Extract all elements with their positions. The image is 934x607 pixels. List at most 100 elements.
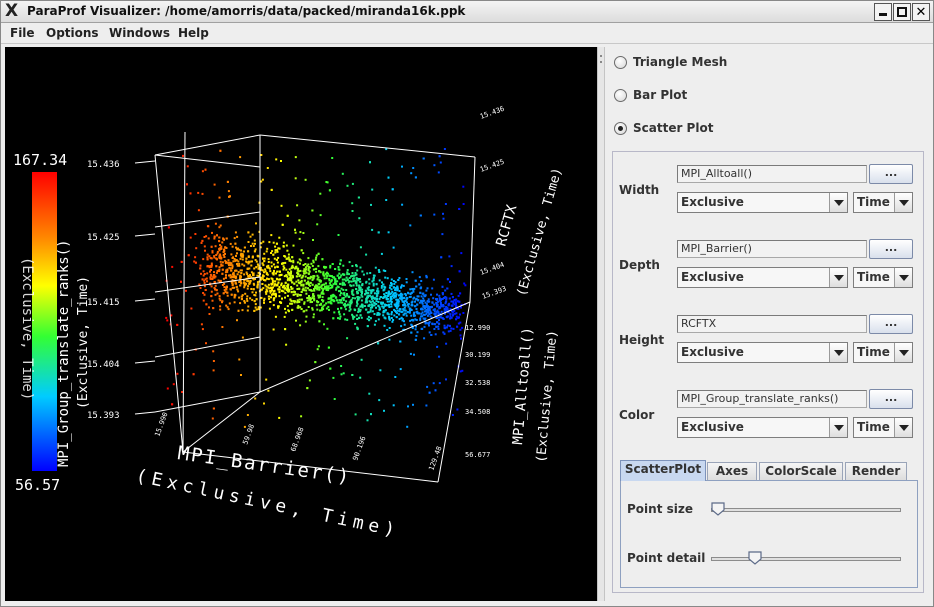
radio-scatter-plot[interactable]: Scatter Plot (614, 121, 713, 135)
scatter-point (458, 208, 461, 210)
title-bar[interactable]: X ParaProf Visualizer: /home/amorris/dat… (1, 1, 933, 23)
x-logo-icon[interactable]: X (5, 1, 19, 21)
depth-browse-button[interactable]: ... (869, 239, 913, 259)
scatter-point (348, 273, 350, 276)
menu-help[interactable]: Help (178, 26, 209, 40)
plot-canvas[interactable]: 167.34 56.57 MPI_Group_translate_ranks()… (5, 47, 597, 601)
scatter-point (388, 317, 391, 320)
point-detail-slider-thumb[interactable] (748, 551, 762, 565)
point-size-slider[interactable] (711, 508, 901, 512)
scatter-point (347, 303, 349, 306)
width-browse-button[interactable]: ... (869, 164, 913, 184)
chevron-down-icon[interactable] (894, 268, 912, 287)
menu-options[interactable]: Options (46, 26, 99, 40)
scatter-point (266, 247, 269, 250)
scatter-point (307, 287, 309, 290)
chevron-down-icon[interactable] (829, 193, 847, 212)
scatter-point (359, 286, 362, 289)
scatter-point (217, 269, 220, 272)
scatter-point (234, 242, 237, 245)
chevron-down-icon[interactable] (894, 343, 912, 362)
depth-unit-select[interactable]: Time (853, 267, 913, 288)
scatter-point (209, 277, 212, 280)
width-axis-title: MPI_Alltoall() (510, 326, 536, 445)
chevron-down-icon[interactable] (894, 193, 912, 212)
scatter-point (290, 270, 293, 273)
scatter-point (234, 259, 237, 262)
scatter-point (402, 304, 405, 307)
scatter-point (231, 264, 234, 267)
scatter-point (250, 271, 253, 274)
width-function-field[interactable]: MPI_Alltoall() (677, 165, 867, 183)
color-browse-button[interactable]: ... (869, 389, 913, 409)
scatter-point (365, 253, 368, 256)
chevron-down-icon[interactable] (829, 418, 847, 437)
depth-metric-select[interactable]: Exclusive (677, 267, 848, 288)
scatter-point (272, 273, 275, 276)
scatter-point (296, 288, 299, 290)
width-unit-select[interactable]: Time (853, 192, 913, 213)
menu-windows[interactable]: Windows (109, 26, 170, 40)
height-unit-select[interactable]: Time (853, 342, 913, 363)
tab-axes[interactable]: Axes (707, 462, 757, 480)
radio-triangle-mesh[interactable]: Triangle Mesh (614, 55, 727, 69)
scatter-point (368, 282, 371, 285)
maximize-button[interactable] (893, 3, 911, 21)
scatter-point (356, 301, 358, 304)
scatter-point (315, 267, 318, 270)
scatter-point (323, 266, 326, 269)
radio-icon[interactable] (614, 88, 627, 102)
scatter-point (394, 303, 397, 306)
scatter-point (255, 266, 258, 269)
scatter-point (383, 303, 386, 306)
scatter-point (440, 256, 443, 259)
scatter-point (316, 288, 319, 291)
chevron-down-icon[interactable] (894, 418, 912, 437)
scatter-point (340, 373, 343, 376)
depth-tick: 68.968 (289, 426, 305, 453)
close-button[interactable]: ✕ (912, 3, 930, 21)
height-metric-select[interactable]: Exclusive (677, 342, 848, 363)
scatter-point (317, 301, 320, 303)
scatter-point (221, 300, 224, 303)
scatter-point (226, 306, 229, 309)
scatter-point (212, 276, 215, 279)
scatter-point (218, 226, 221, 229)
scatter-point (302, 264, 305, 266)
point-size-slider-thumb[interactable] (711, 502, 725, 516)
scatter-plot-3d[interactable]: 167.34 56.57 MPI_Group_translate_ranks()… (5, 47, 597, 601)
scatter-point (401, 318, 404, 321)
minimize-button[interactable] (874, 3, 892, 21)
scatter-point (427, 298, 430, 301)
radio-icon[interactable] (614, 55, 627, 69)
chevron-down-icon[interactable] (829, 268, 847, 287)
menu-file[interactable]: File (10, 26, 35, 40)
scatter-point (380, 285, 383, 287)
scatter-point (421, 301, 424, 304)
height-function-field[interactable]: RCFTX (677, 315, 867, 333)
scatter-point (351, 274, 354, 277)
depth-label: Depth (619, 258, 660, 272)
chevron-down-icon[interactable] (829, 343, 847, 362)
radio-bar-plot[interactable]: Bar Plot (614, 88, 687, 102)
width-metric-select[interactable]: Exclusive (677, 192, 848, 213)
split-pane-divider[interactable] (597, 47, 605, 601)
scatter-point (337, 307, 339, 310)
color-unit-select[interactable]: Time (853, 417, 913, 438)
height-browse-button[interactable]: ... (869, 314, 913, 334)
tab-scatterplot[interactable]: ScatterPlot (620, 460, 706, 481)
scatter-point (463, 282, 466, 285)
tab-colorscale[interactable]: ColorScale (759, 462, 843, 480)
scatter-point (216, 258, 218, 261)
color-metric-select[interactable]: Exclusive (677, 417, 848, 438)
scatter-point (409, 224, 412, 227)
scatter-point (428, 308, 431, 311)
point-detail-slider[interactable] (711, 557, 901, 561)
radio-icon[interactable] (614, 121, 627, 135)
scatter-point (331, 286, 334, 289)
tab-render[interactable]: Render (845, 462, 907, 480)
scatter-point (274, 294, 277, 297)
depth-function-field[interactable]: MPI_Barrier() (677, 240, 867, 258)
scatter-point (324, 282, 327, 285)
color-function-field[interactable]: MPI_Group_translate_ranks() (677, 390, 867, 408)
